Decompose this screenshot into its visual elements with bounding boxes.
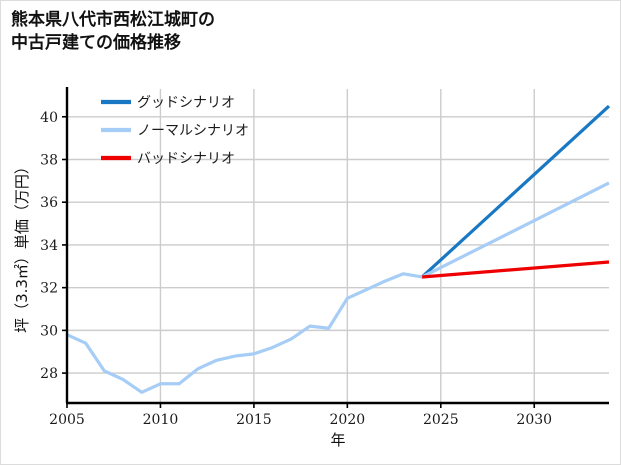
legend-label-1: ノーマルシナリオ bbox=[137, 123, 249, 139]
y-tick-label: 38 bbox=[40, 152, 58, 168]
gridlines-group bbox=[67, 89, 609, 403]
y-tick-label: 34 bbox=[40, 238, 58, 254]
legend-label-2: バッドシナリオ bbox=[137, 151, 235, 167]
series-line-2 bbox=[421, 260, 610, 279]
x-tick-label: 2005 bbox=[49, 412, 85, 428]
series-group bbox=[66, 104, 611, 394]
x-tick-label: 2020 bbox=[330, 412, 366, 428]
page-title: 熊本県八代市西松江城町の 中古戸建ての価格推移 bbox=[11, 10, 215, 52]
tick-labels-group: 28 30 32 34 36 38 40 2005 2010 2015 2020 2025 2030 bbox=[40, 110, 552, 428]
legend-label-0: グッドシナリオ bbox=[137, 95, 235, 111]
y-tick-label: 28 bbox=[40, 366, 58, 382]
axis-titles-group: 年 坪（3.3㎡）単価（万円） bbox=[13, 159, 346, 449]
y-axis-title: 坪（3.3㎡）単価（万円） bbox=[13, 159, 31, 333]
y-tick-label: 30 bbox=[40, 323, 58, 339]
axis-group bbox=[62, 87, 609, 408]
x-tick-label: 2030 bbox=[516, 412, 552, 428]
series-line-0 bbox=[421, 104, 611, 279]
y-tick-label: 40 bbox=[40, 110, 58, 126]
series-line-1 bbox=[66, 181, 610, 394]
x-tick-label: 2015 bbox=[236, 412, 272, 428]
y-tick-label: 36 bbox=[40, 195, 58, 211]
y-tick-label: 32 bbox=[40, 281, 58, 297]
x-axis-title: 年 bbox=[330, 431, 345, 449]
x-tick-label: 2025 bbox=[423, 412, 459, 428]
x-tick-label: 2010 bbox=[143, 412, 179, 428]
